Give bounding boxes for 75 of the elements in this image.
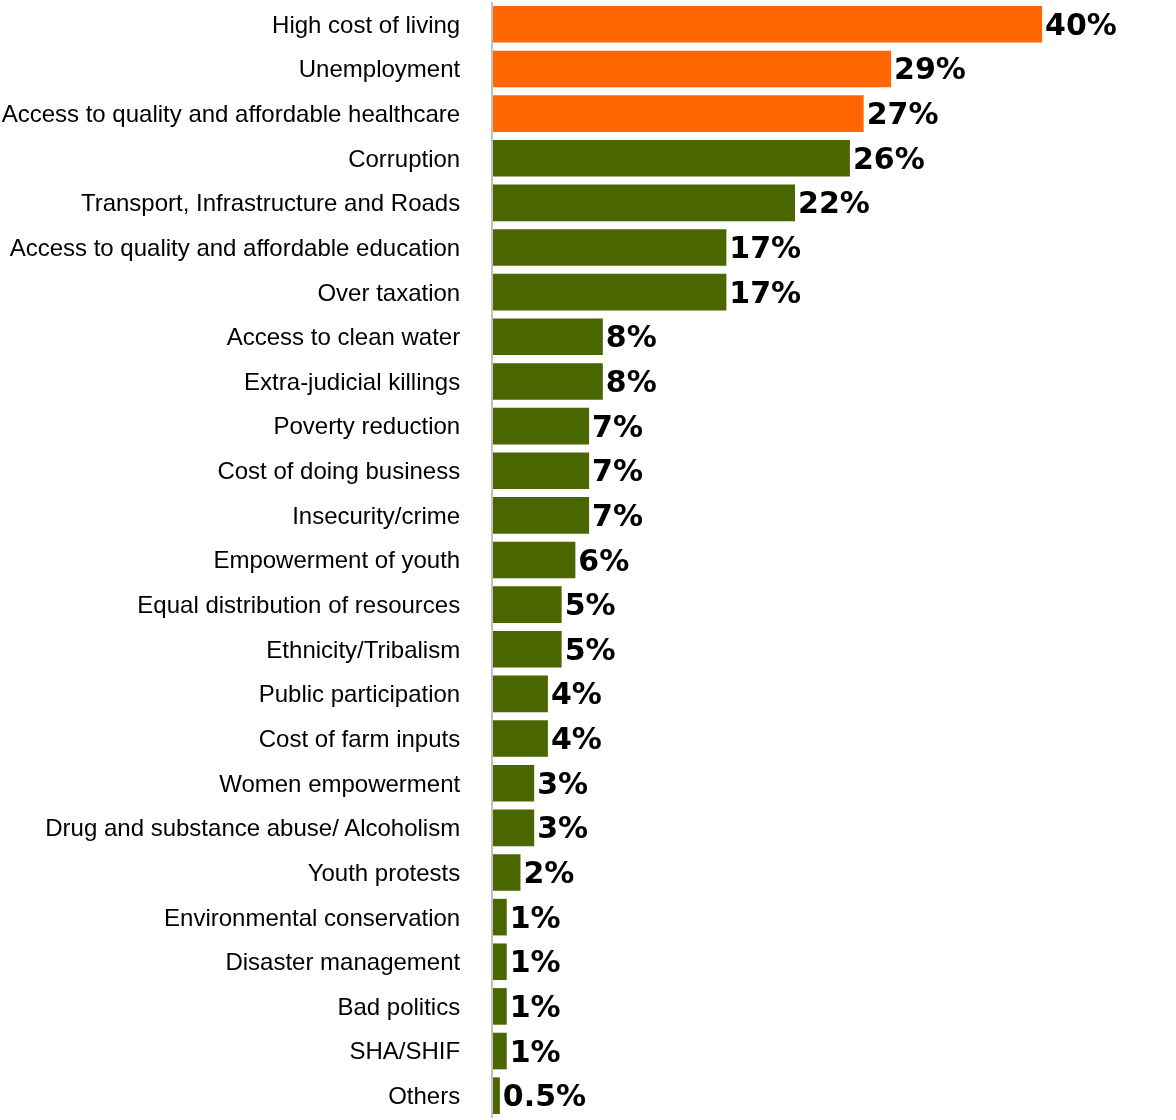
bar [493, 95, 864, 132]
bar [493, 407, 590, 445]
data-label: 29% [894, 51, 966, 87]
data-label: 40% [1045, 6, 1117, 42]
data-label: 17% [729, 274, 802, 310]
data-label: 1% [509, 944, 561, 980]
data-label: 2% [523, 854, 575, 890]
data-label: 7% [592, 453, 644, 489]
bar [493, 541, 576, 579]
bar [493, 943, 507, 981]
y-tick-label: Over taxation [317, 278, 461, 306]
y-tick-label: Access to clean water [226, 323, 461, 351]
y-tick-label: Unemployment [298, 55, 461, 83]
data-label: 17% [729, 230, 802, 266]
data-label: 6% [578, 542, 630, 578]
bar [493, 720, 548, 757]
y-tick-label: Others [388, 1082, 461, 1110]
bar [493, 809, 535, 847]
y-tick-label: Cost of doing business [217, 457, 461, 485]
y-tick-label: Women empowerment [219, 769, 461, 797]
bar [493, 988, 507, 1025]
data-label: 0.5% [502, 1078, 587, 1114]
bar [493, 452, 590, 490]
bar [493, 184, 796, 222]
data-label: 1% [509, 899, 561, 935]
data-label: 4% [550, 721, 602, 757]
bar [493, 139, 850, 177]
data-label: 8% [605, 319, 657, 355]
y-tick-label: High cost of living [272, 10, 461, 38]
bar [493, 898, 507, 936]
data-label: 8% [605, 363, 657, 399]
data-label: 3% [537, 810, 589, 846]
data-label: 7% [592, 408, 644, 444]
bar [493, 497, 590, 534]
data-label: 27% [866, 96, 939, 132]
data-label: 7% [592, 497, 644, 533]
data-label: 1% [509, 988, 561, 1024]
y-tick-label: Corruption [348, 144, 461, 172]
y-tick-label: Access to quality and affordable healthcare [1, 100, 461, 127]
y-tick-label: Insecurity/crime [292, 501, 461, 529]
bar [493, 1077, 500, 1114]
bar [493, 675, 548, 713]
bar [493, 363, 603, 400]
bar [493, 6, 1043, 43]
y-tick-label: Youth protests [307, 858, 461, 886]
data-label: 5% [564, 587, 616, 623]
bar [493, 229, 727, 266]
y-tick-label: Ethnicity/Tribalism [266, 635, 461, 663]
y-tick-label: Transport, Infrastructure and Roads [80, 189, 461, 217]
bar [493, 50, 892, 88]
bar [493, 854, 521, 891]
bar [493, 318, 603, 356]
y-tick-label: Poverty reduction [273, 412, 461, 440]
y-tick-label: Access to quality and affordable education [9, 233, 461, 261]
y-tick-label: SHA/SHIF [349, 1037, 461, 1065]
data-label: 26% [852, 140, 925, 176]
data-label: 3% [537, 765, 589, 801]
y-tick-label: Bad politics [337, 992, 461, 1020]
bar [493, 273, 727, 311]
y-tick-label: Environmental conservation [164, 903, 461, 931]
data-label: 22% [798, 185, 870, 221]
y-tick-label: Public participation [258, 680, 461, 708]
y-tick-label: Empowerment of youth [213, 546, 461, 574]
y-tick-label: Extra-judicial killings [244, 367, 461, 395]
y-tick-label: Drug and substance abuse/ Alcoholism [45, 814, 461, 842]
data-label: 4% [550, 676, 602, 712]
bar [493, 586, 562, 623]
data-label: 1% [509, 1033, 561, 1069]
bar [493, 764, 535, 802]
data-label: 5% [564, 631, 616, 667]
bar [493, 1032, 507, 1070]
bar [493, 630, 562, 668]
y-tick-label: Disaster management [225, 948, 461, 976]
y-tick-label: Cost of farm inputs [258, 724, 461, 752]
y-tick-label: Equal distribution of resources [137, 591, 461, 619]
